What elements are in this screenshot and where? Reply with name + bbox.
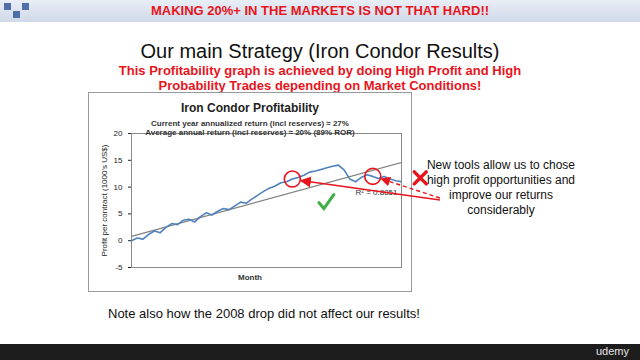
html-text:Our main Strategy (Iron Condor: Our main Strategy (Iron Condor Results) — [140, 40, 500, 62]
svg-text:R² = 0.8851: R² = 0.8851 — [355, 188, 398, 197]
html-text:Current year annualized return: Current year annualized return (incl res… — [151, 119, 349, 128]
svg-text:10: 10 — [114, 183, 123, 192]
svg-text:Profit per contract (1000's US: Profit per contract (1000's US$) — [100, 144, 109, 256]
svg-text:-5: -5 — [115, 263, 123, 272]
svg-text:0: 0 — [118, 236, 123, 245]
html-text:Note also how the 2008 drop di: Note also how the 2008 drop did not affe… — [108, 306, 420, 321]
svg-text:15: 15 — [114, 156, 123, 165]
html-text:udemy: udemy — [596, 345, 629, 357]
html-text:New tools allow us to chose hi: New tools allow us to chose high profit … — [426, 158, 575, 217]
html-text:This Profitability graph is ac: This Profitability graph is achieved by … — [118, 63, 522, 78]
html-text:Month: Month — [238, 273, 262, 282]
html-text:Probability Trades depending o: Probability Trades depending on Market C… — [158, 78, 482, 93]
svg-text:20: 20 — [114, 129, 123, 138]
html-text:Iron Condor Profitability: Iron Condor Profitability — [181, 101, 319, 115]
svg-text:5: 5 — [118, 209, 123, 218]
html-text:MAKING 20%+ IN THE MARKETS IS: MAKING 20%+ IN THE MARKETS IS NOT THAT H… — [150, 3, 490, 18]
html-text:Average annual return (incl re: Average annual return (incl reserves) ≈ … — [145, 128, 355, 137]
